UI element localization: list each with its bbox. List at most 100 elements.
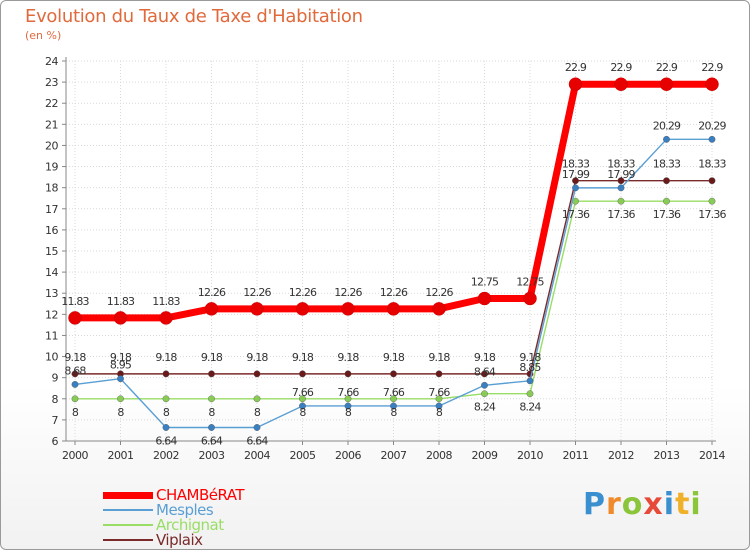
legend-swatch-archignat: [103, 524, 153, 526]
legend-label-viplaix: Viplaix: [156, 531, 203, 549]
y-tick-label: 6: [52, 435, 59, 448]
y-tick-label: 15: [45, 245, 58, 258]
data-point: [299, 395, 306, 403]
data-point: [117, 395, 124, 403]
y-tick-label: 21: [45, 118, 58, 131]
data-label: 8: [436, 406, 443, 419]
legend-item-mesples: Mesples: [103, 501, 303, 519]
data-label: 12.26: [425, 286, 453, 299]
data-label: 18.33: [562, 158, 590, 171]
data-label: 12.26: [198, 286, 226, 299]
data-label: 9.18: [64, 351, 86, 364]
data-point: [250, 302, 264, 316]
data-label: 22.9: [656, 61, 678, 74]
data-label: 22.9: [565, 61, 587, 74]
data-label: 17.36: [607, 208, 635, 221]
data-point: [659, 77, 674, 91]
data-point: [572, 177, 579, 185]
y-tick-label: 9: [52, 372, 59, 385]
data-point: [204, 302, 219, 316]
y-tick-label: 19: [45, 161, 58, 174]
data-label: 7.66: [428, 386, 450, 399]
data-label: 18.33: [607, 158, 635, 171]
data-point: [708, 135, 716, 143]
logo-letter: P: [583, 487, 606, 522]
x-tick-label: 2002: [153, 449, 179, 462]
data-label: 9.18: [246, 351, 268, 364]
series-lines: [68, 77, 719, 431]
data-label: 18.33: [653, 158, 681, 171]
y-tick-label: 10: [45, 351, 58, 364]
logo-letter: i: [690, 487, 702, 522]
data-point: [435, 395, 443, 403]
data-point: [572, 184, 579, 192]
data-label: 18.33: [698, 158, 726, 171]
data-label: 8: [390, 406, 397, 419]
data-label: 8.24: [519, 401, 541, 414]
x-tick-label: 2006: [335, 449, 361, 462]
data-label: 8: [208, 406, 215, 419]
logo-letter: t: [675, 487, 691, 522]
data-label: 17.36: [698, 208, 726, 221]
x-tick-label: 2008: [426, 449, 452, 462]
data-label: 9.18: [428, 351, 450, 364]
y-tick-labels: 6 7 8 9 10 11 12 13 14 15 16 17 18 19 20 21 22 23 24: [45, 55, 59, 448]
data-point: [162, 395, 170, 403]
x-tick-label: 2007: [381, 449, 407, 462]
data-label: 8.64: [474, 365, 496, 378]
y-tick-label: 11: [45, 329, 58, 342]
data-point: [708, 197, 716, 205]
data-point: [341, 302, 355, 316]
data-point: [390, 402, 397, 410]
data-point: [344, 370, 352, 378]
data-point: [117, 375, 124, 383]
data-point: [208, 424, 215, 431]
data-point: [526, 390, 534, 398]
data-point: [477, 291, 492, 306]
data-point: [299, 370, 306, 378]
data-label: 8: [163, 406, 170, 419]
data-label: 17.36: [653, 208, 681, 221]
logo-letter: r: [606, 487, 622, 522]
x-tick-label: 2010: [517, 449, 543, 462]
data-point: [295, 302, 310, 316]
data-label: 12.26: [243, 286, 271, 299]
data-label: 9.18: [383, 351, 405, 364]
data-point: [390, 395, 397, 403]
data-point: [208, 370, 215, 378]
x-tick-labels: 2000 2001 2002 2003 2004 2005 2006 2007 2008 2009…: [62, 449, 726, 462]
data-point: [614, 77, 628, 91]
data-point: [663, 135, 670, 143]
chart-title: Evolution du Taux de Taxe d'Habitation: [25, 6, 363, 27]
legend-item-chamberat: CHAMBéRAT: [103, 486, 303, 504]
data-point: [71, 395, 79, 403]
data-point: [390, 370, 397, 378]
x-tick-label: 2003: [199, 449, 225, 462]
data-point: [481, 370, 488, 378]
data-label: 8.24: [474, 401, 496, 414]
data-point: [253, 424, 261, 431]
legend-label-archignat: Archignat: [156, 516, 224, 534]
x-tick-label: 2000: [62, 449, 88, 462]
data-point: [523, 291, 537, 306]
x-tick-label: 2004: [244, 449, 270, 462]
y-tick-label: 7: [52, 414, 59, 427]
legend-label-mesples: Mesples: [156, 501, 214, 519]
data-point: [708, 177, 716, 185]
data-label: 20.29: [653, 119, 681, 132]
y-tick-label: 12: [45, 308, 58, 321]
legend-item-viplaix: Viplaix: [103, 531, 303, 549]
x-tick-label: 2009: [472, 449, 498, 462]
data-point: [481, 390, 488, 398]
data-point: [162, 424, 170, 431]
y-tick-label: 8: [52, 393, 59, 406]
data-point: [344, 395, 352, 403]
data-point: [663, 197, 670, 205]
data-label: 7.66: [292, 386, 314, 399]
data-label: 20.29: [698, 119, 726, 132]
y-tick-label: 22: [45, 97, 58, 110]
data-label: 22.9: [701, 61, 723, 74]
data-point: [386, 302, 401, 316]
